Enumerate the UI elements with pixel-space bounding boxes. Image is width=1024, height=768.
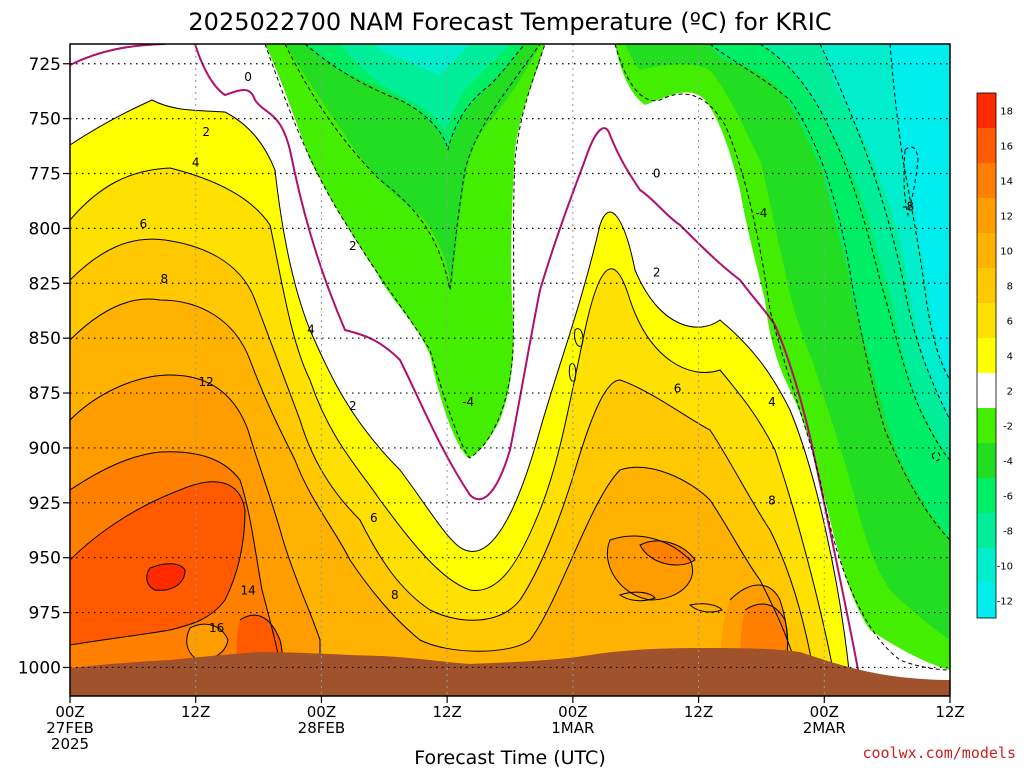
band-minus12c <box>890 44 950 380</box>
x-tick-label: 00Z <box>558 703 587 721</box>
contour-label: 8 <box>160 272 168 286</box>
contour-label: 6 <box>140 217 148 231</box>
colorbar-label: 2 <box>1007 387 1013 398</box>
y-tick-label: 725 <box>29 55 61 75</box>
x-axis-label: Forecast Time (UTC) <box>414 747 605 768</box>
y-tick-label: 875 <box>29 384 61 404</box>
y-tick-label: 825 <box>29 274 61 294</box>
x-tick-label: 12Z <box>935 703 964 721</box>
x-tick-label: 28FEB <box>298 719 345 737</box>
colorbar-swatch <box>977 443 996 478</box>
contour-label: 2 <box>349 239 357 253</box>
negative-contours <box>264 44 950 671</box>
contour-label: 2 <box>653 265 661 279</box>
contour-label: 12 <box>199 375 214 389</box>
colorbar: 18 16 14 12 10 8 6 4 2 -2 -4 -6 -8 -10 -12 <box>976 92 1013 619</box>
colorbar-label: 18 <box>1000 107 1013 118</box>
y-tick-label: 850 <box>29 329 61 349</box>
colorbar-label: 8 <box>1007 282 1013 293</box>
ground <box>70 648 950 696</box>
x-tick-label: 2MAR <box>803 719 846 737</box>
x-tick-label: 12Z <box>181 703 210 721</box>
colorbar-swatch <box>977 163 996 198</box>
y-tick-label: 750 <box>29 110 61 130</box>
band-minus10c <box>375 44 950 420</box>
contour-label: 14 <box>240 584 255 598</box>
colorbar-label: 10 <box>1000 247 1013 258</box>
colorbar-label: 6 <box>1007 317 1013 328</box>
colorbar-swatch <box>977 198 996 233</box>
contour-label: 6 <box>370 511 378 525</box>
contour-label: 16 <box>209 621 224 635</box>
contour-label: 2 <box>202 125 210 139</box>
band-18c <box>146 563 185 591</box>
contour-label: -4 <box>755 206 767 220</box>
colorbar-label: 14 <box>1000 177 1013 188</box>
contour-label: 6 <box>674 382 682 396</box>
colorbar-swatch <box>977 233 996 268</box>
colorbar-label: -12 <box>997 597 1013 608</box>
x-tick-label: 00Z <box>307 703 336 721</box>
x-tick-label: 00Z <box>55 703 84 721</box>
colorbar-swatch <box>977 93 996 128</box>
colorbar-swatch <box>977 268 996 303</box>
contour-label: 0 <box>244 70 252 84</box>
contour-labels: 0 2 4 6 8 12 16 14 4 2 2 6 8 -4 0 2 6 4 8 -4 -8 <box>140 70 915 635</box>
y-tick-label: 775 <box>29 165 61 185</box>
colorbar-label: -4 <box>1003 457 1013 468</box>
colorbar-label: 4 <box>1007 352 1013 363</box>
contour-label: 8 <box>391 588 399 602</box>
colorbar-label: -6 <box>1003 492 1013 503</box>
colorbar-swatch <box>977 128 996 163</box>
credit-link[interactable]: coolwx.com/models <box>862 744 1016 762</box>
colorbar-swatch <box>977 583 996 618</box>
x-tick-label: 00Z <box>810 703 839 721</box>
y-tick-label: 1000 <box>18 658 61 678</box>
y-axis: 725 750 775 800 825 850 875 900 925 950 975 1000 <box>18 55 70 678</box>
colorbar-swatch <box>977 373 996 408</box>
y-tick-label: 975 <box>29 604 61 624</box>
plot-frame <box>69 43 951 697</box>
band-16c-pocket <box>186 624 228 660</box>
grid <box>70 44 950 696</box>
y-tick-label: 800 <box>29 219 61 239</box>
chart-title: 2025022700 NAM Forecast Temperature (ºC)… <box>188 8 831 36</box>
x-tick-label: 2025 <box>51 735 89 753</box>
colorbar-swatch <box>977 513 996 548</box>
band-minus4c <box>285 44 950 640</box>
colorbar-label: -2 <box>1003 422 1013 433</box>
y-tick-label: 900 <box>29 439 61 459</box>
y-tick-label: 950 <box>29 549 61 569</box>
colorbar-label: 16 <box>1000 142 1013 153</box>
colorbar-frame <box>976 92 997 619</box>
colorbar-swatch <box>977 408 996 443</box>
contour-label: 4 <box>768 395 776 409</box>
colorbar-label: -8 <box>1003 527 1013 538</box>
x-tick-label: 12Z <box>432 703 461 721</box>
x-tick-label: 1MAR <box>551 719 594 737</box>
colorbar-swatch <box>977 548 996 583</box>
colorbar-swatch <box>977 478 996 513</box>
contour-label: 8 <box>768 494 776 508</box>
colorbar-label: -10 <box>997 562 1013 573</box>
colorbar-label: 12 <box>1000 212 1013 223</box>
colorbar-swatch <box>977 303 996 338</box>
x-tick-label: 12Z <box>684 703 713 721</box>
contour-label: -8 <box>902 199 914 213</box>
x-tick-label: 27FEB <box>46 719 93 737</box>
colorbar-swatch <box>977 338 996 373</box>
contour-label: 2 <box>349 399 357 413</box>
contour-label: 0 <box>653 167 661 181</box>
plot-area <box>70 44 950 696</box>
y-tick-label: 925 <box>29 494 61 514</box>
contour-label: 4 <box>192 156 200 170</box>
contour-label: -4 <box>462 395 474 409</box>
contour-label: 4 <box>307 322 315 336</box>
